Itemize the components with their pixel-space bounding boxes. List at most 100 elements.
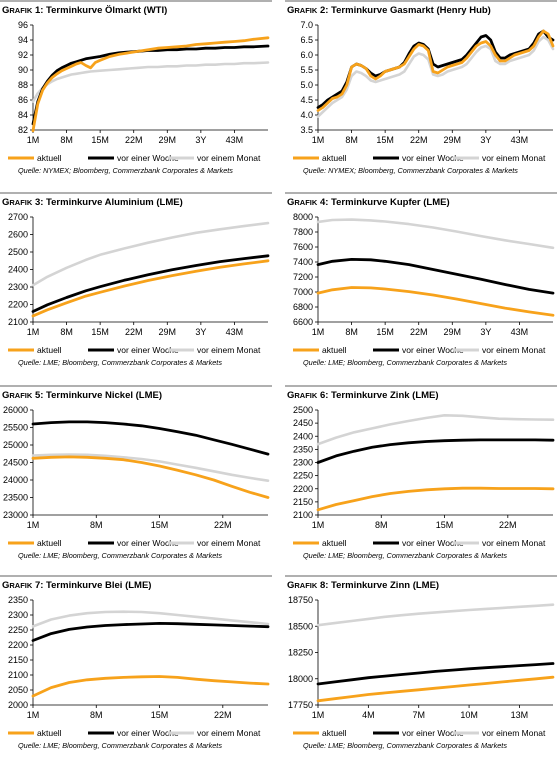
panel-label-rest: RAFIK (9, 6, 32, 15)
series-line-aktuell (316, 286, 555, 317)
y-tick-label: 6600 (293, 317, 313, 327)
chart-title: GRAFIK 6: Terminkurve Zink (LME) (287, 390, 439, 401)
x-tick-label: 15M (151, 710, 169, 720)
series-line-vor-einer-Woche (316, 258, 555, 295)
x-tick-label: 43M (226, 327, 244, 337)
panel-label-rest: RAFIK (294, 581, 317, 590)
y-tick-label: 5.0 (300, 80, 313, 90)
y-tick-label: 7800 (293, 227, 313, 237)
y-tick-label: 82 (18, 125, 28, 135)
y-tick-label: 2600 (8, 230, 28, 240)
y-tick-label: 6800 (293, 302, 313, 312)
y-tick-label: 2400 (293, 431, 313, 441)
y-tick-label: 24500 (3, 458, 28, 468)
chart-panel-6: GRAFIK 6: Terminkurve Zink (LME) 2100 2150… (285, 385, 557, 575)
x-tick-label: 1M (312, 520, 325, 530)
panel-label-rest: RAFIK (9, 198, 32, 207)
y-tick-label: 6.5 (300, 35, 313, 45)
legend-label: aktuell (37, 728, 62, 738)
y-tick-label: 2300 (8, 610, 28, 620)
chart-title: GRAFIK 7: Terminkurve Blei (LME) (2, 580, 151, 591)
x-tick-label: 29M (159, 135, 177, 145)
y-tick-label: 7600 (293, 242, 313, 252)
chart-title: GRAFIK 8: Terminkurve Zinn (LME) (287, 580, 439, 591)
y-tick-label: 17750 (288, 700, 313, 710)
source-note: Quelle: NYMEX; Bloomberg, Commerzbank Co… (303, 166, 518, 175)
series-line-aktuell (31, 675, 270, 698)
legend-label: vor einer Woche (402, 153, 464, 163)
x-tick-label: 1M (312, 710, 325, 720)
series-line-aktuell (31, 455, 270, 499)
panel-label-rest: RAFIK (9, 581, 32, 590)
y-tick-label: 94 (18, 35, 28, 45)
y-tick-label: 2150 (8, 655, 28, 665)
chart-svg: GRAFIK 6: Terminkurve Zink (LME) 2100 2150… (285, 385, 557, 560)
x-tick-label: 29M (444, 135, 462, 145)
x-tick-label: 8M (345, 327, 358, 337)
legend-label: vor einem Monat (197, 728, 261, 738)
y-tick-label: 8000 (293, 212, 313, 222)
y-tick-label: 84 (18, 110, 28, 120)
chart-svg: GRAFIK 3: Terminkurve Aluminium (LME) 210… (0, 192, 272, 367)
y-tick-label: 88 (18, 80, 28, 90)
panel-title-text: Terminkurve Zink (LME) (331, 390, 439, 401)
y-tick-label: 24000 (3, 475, 28, 485)
y-tick-label: 18000 (288, 674, 313, 684)
y-tick-label: 2500 (293, 405, 313, 415)
x-tick-label: 29M (444, 327, 462, 337)
y-tick-label: 18750 (288, 595, 313, 605)
y-tick-label: 7000 (293, 287, 313, 297)
chart-svg: GRAFIK 4: Terminkurve Kupfer (LME) 6600 68… (285, 192, 557, 367)
y-tick-label: 4.0 (300, 110, 313, 120)
y-tick-label: 2250 (293, 471, 313, 481)
x-tick-label: 15M (376, 327, 394, 337)
y-tick-label: 2700 (8, 212, 28, 222)
series-line-vor-einem-Monat (316, 603, 555, 627)
series-line-aktuell (316, 675, 555, 703)
x-tick-label: 1M (27, 520, 40, 530)
panel-label-initial: G (287, 390, 294, 401)
x-tick-label: 8M (90, 520, 103, 530)
y-tick-label: 2100 (8, 670, 28, 680)
series-line-vor-einer-Woche (316, 438, 555, 464)
series-line-aktuell (316, 29, 555, 112)
x-tick-label: 1M (312, 135, 325, 145)
legend-label: aktuell (37, 153, 62, 163)
legend-label: vor einem Monat (197, 345, 261, 355)
source-note: Quelle: LME; Bloomberg, Commerzbank Corp… (18, 358, 222, 367)
chart-svg: GRAFIK 8: Terminkurve Zinn (LME) 17750 180… (285, 575, 557, 750)
y-tick-label: 2350 (293, 444, 313, 454)
x-tick-label: 22M (125, 327, 143, 337)
chart-title: GRAFIK 5: Terminkurve Nickel (LME) (2, 390, 162, 401)
series-line-vor-einem-Monat (316, 413, 555, 446)
y-tick-label: 7200 (293, 272, 313, 282)
y-tick-label: 25000 (3, 440, 28, 450)
panel-number: 4: (317, 197, 331, 208)
x-tick-label: 22M (499, 520, 517, 530)
series-line-vor-einem-Monat (31, 221, 270, 287)
legend-label: aktuell (322, 153, 347, 163)
y-tick-label: 86 (18, 95, 28, 105)
panel-label-initial: G (2, 5, 9, 16)
y-tick-label: 23500 (3, 493, 28, 503)
y-tick-label: 23000 (3, 510, 28, 520)
chart-svg: GRAFIK 5: Terminkurve Nickel (LME) 23000 2… (0, 385, 272, 560)
x-tick-label: 10M (460, 710, 478, 720)
series-line-vor-einem-Monat (316, 218, 555, 250)
panel-title-text: Terminkurve Nickel (LME) (46, 390, 162, 401)
x-tick-label: 3Y (195, 327, 206, 337)
legend-label: vor einem Monat (482, 728, 546, 738)
panel-title-text: Terminkurve Blei (LME) (46, 580, 151, 591)
legend-label: vor einer Woche (117, 728, 179, 738)
y-tick-label: 2050 (8, 685, 28, 695)
chart-panel-7: GRAFIK 7: Terminkurve Blei (LME) 2000 2050… (0, 575, 272, 765)
series-line-vor-einer-Woche (31, 254, 270, 313)
chart-svg: GRAFIK 2: Terminkurve Gasmarkt (Henry Hu… (285, 0, 557, 175)
x-tick-label: 22M (410, 135, 428, 145)
legend-label: vor einer Woche (402, 538, 464, 548)
series-line-vor-einer-Woche (316, 662, 555, 686)
chart-panel-2: GRAFIK 2: Terminkurve Gasmarkt (Henry Hu… (285, 0, 557, 190)
legend-label: vor einer Woche (117, 153, 179, 163)
series-line-vor-einer-Woche (31, 44, 270, 126)
panel-title-text: Terminkurve Zinn (LME) (331, 580, 439, 591)
